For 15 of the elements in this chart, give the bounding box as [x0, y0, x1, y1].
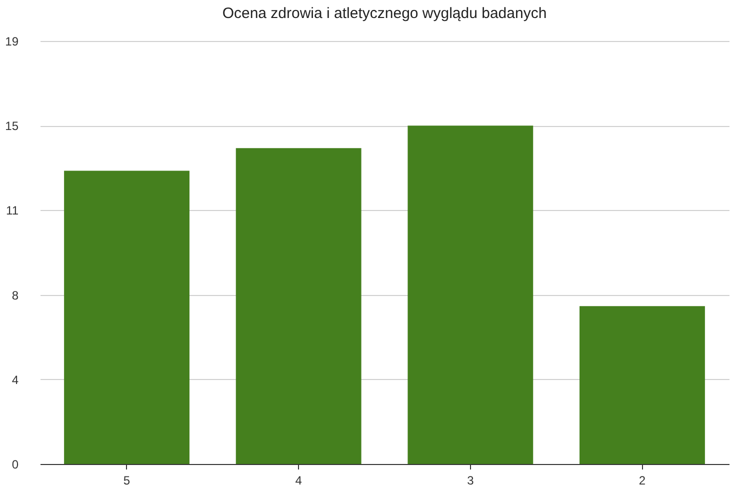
- y-tick-label: 15: [5, 119, 19, 134]
- bar: [64, 170, 190, 464]
- chart-title: Ocena zdrowia i atletycznego wyglądu badanych: [222, 5, 547, 22]
- bar: [408, 126, 534, 464]
- y-tick-label: 4: [12, 372, 19, 387]
- x-tick-label: 4: [295, 474, 302, 488]
- x-tick-label: 5: [123, 474, 130, 488]
- x-tick-label: 2: [638, 474, 646, 488]
- bar: [236, 148, 362, 464]
- y-tick-label: 11: [6, 204, 19, 218]
- y-tick-label: 8: [12, 288, 19, 302]
- y-tick-label: 0: [12, 458, 19, 472]
- x-tick-label: 3: [467, 474, 474, 488]
- bar: [580, 306, 705, 464]
- y-tick-label: 19: [5, 34, 19, 48]
